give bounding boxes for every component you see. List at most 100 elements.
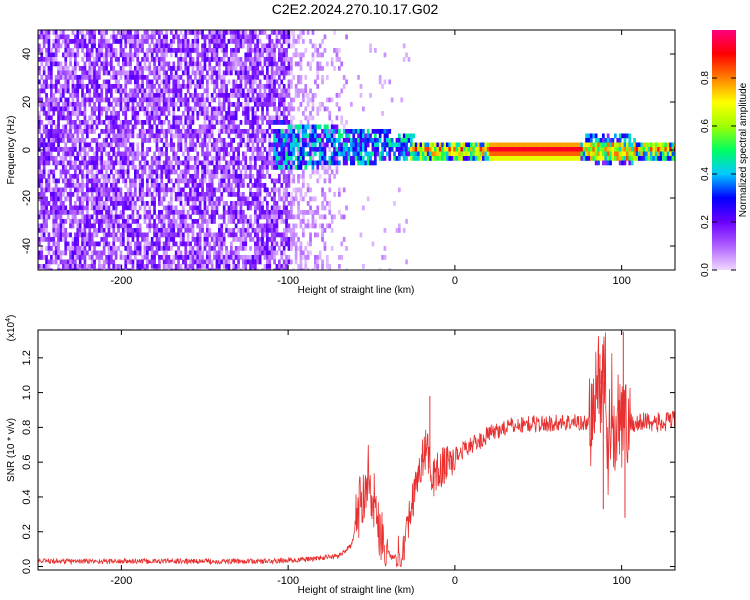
heatmap-cell [45,205,48,211]
heatmap-cell [268,88,272,94]
heatmap-cell [124,255,128,260]
heatmap-cell [110,102,113,107]
heatmap-cell [256,57,260,62]
heatmap-cell [292,34,296,40]
heatmap-cell [47,241,51,247]
heatmap-cell [251,66,255,71]
heatmap-cell [78,124,82,130]
heatmap-cell [184,156,188,161]
heatmap-cell [232,30,236,35]
heatmap-cell [273,30,276,35]
heatmap-cell [155,75,159,80]
heatmap-cell [340,133,344,139]
heatmap-cell [100,160,104,166]
heatmap-cell [64,268,68,270]
heatmap-cell [266,241,269,247]
heatmap-cell [167,84,171,89]
heatmap-cell [38,250,41,256]
heatmap-cell [59,160,63,166]
heatmap-cell [45,228,48,233]
heatmap-cell [124,102,128,107]
heatmap-cell [287,147,291,152]
heatmap-cell [138,264,142,269]
heatmap-cell [105,241,108,247]
heatmap-cell [222,237,226,242]
heatmap-cell [321,102,324,107]
heatmap-cell [165,165,168,170]
heatmap-cell [186,255,190,260]
heatmap-cell [143,75,147,80]
heatmap-cell [158,97,161,103]
heatmap-cell [45,115,48,121]
heatmap-cell [194,169,197,175]
heatmap-cell [138,97,142,103]
heatmap-cell [251,268,255,270]
heatmap-cell [220,169,224,175]
heatmap-cell [114,223,118,229]
heatmap-cell [215,30,219,35]
heatmap-cell [105,57,108,62]
heatmap-cell [119,151,123,157]
heatmap-cell [100,52,104,58]
heatmap-cell [321,138,324,143]
heatmap-cell [246,223,250,229]
heatmap-cell [203,237,207,242]
heatmap-cell [232,187,236,193]
heatmap-cell [86,169,89,175]
heatmap-cell [69,174,72,179]
heatmap-cell [62,115,65,121]
heatmap-cell [88,223,92,229]
heatmap-cell [162,246,166,251]
heatmap-cell [126,259,130,265]
heatmap-cell [203,192,207,197]
heatmap-cell [189,142,192,148]
heatmap-cell [160,178,164,184]
heatmap-cell [57,232,60,238]
heatmap-cell [237,124,240,130]
heatmap-cell [114,169,118,175]
heatmap-cell [424,156,428,161]
heatmap-cell [114,214,118,220]
heatmap-cell [270,115,274,121]
heatmap-cell [280,57,284,62]
heatmap-cell [134,228,137,233]
heatmap-cell [98,160,101,166]
heatmap-cell [230,111,233,116]
heatmap-cell [186,106,190,112]
heatmap-cell [54,232,58,238]
heatmap-cell [110,169,113,175]
heatmap-cell [83,250,87,256]
heatmap-cell [150,268,154,270]
heatmap-cell [160,124,164,130]
heatmap-cell [362,106,365,112]
heatmap-cell [136,133,140,139]
heatmap-cell [186,264,190,269]
heatmap-cell [114,52,118,58]
heatmap-cell [270,196,274,202]
heatmap-cell [88,30,92,35]
heatmap-cell [294,39,298,44]
heatmap-cell [146,111,149,116]
heatmap-cell [184,70,188,76]
heatmap-cell [174,178,178,184]
heatmap-cell [218,228,221,233]
heatmap-cell [114,120,118,125]
heatmap-cell [45,111,48,116]
heatmap-cell [234,246,238,251]
heatmap-cell [78,138,82,143]
heatmap-cell [64,205,68,211]
heatmap-cell [270,214,274,220]
heatmap-cell [227,97,231,103]
heatmap-cell [275,138,279,143]
heatmap-cell [239,174,243,179]
heatmap-cell [172,232,176,238]
heatmap-cell [112,34,116,40]
heatmap-cell [38,30,41,35]
heatmap-cell [119,75,123,80]
heatmap-cell [249,174,252,179]
heatmap-cell [174,79,178,85]
heatmap-cell [90,66,94,71]
heatmap-cell [270,75,274,80]
heatmap-cell [280,61,284,67]
heatmap-cell [172,237,176,242]
